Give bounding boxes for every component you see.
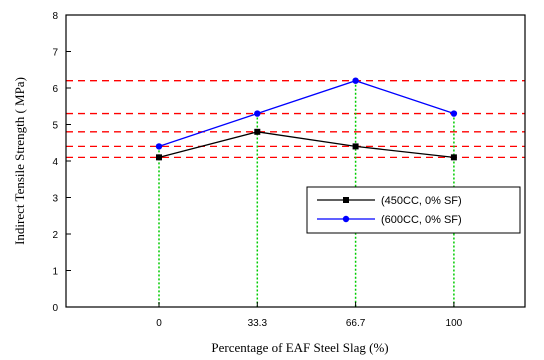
x-tick-label: 100	[446, 318, 463, 329]
x-axis: 0 33.3 66.7 100	[156, 302, 463, 329]
plot-frame	[65, 14, 526, 308]
data-point	[352, 143, 359, 150]
legend-label: (450CC, 0% SF)	[381, 195, 462, 207]
data-point	[254, 128, 261, 135]
x-tick-label: 66.7	[346, 318, 366, 329]
series-line-2	[158, 80, 455, 148]
legend-label: (600CC, 0% SF)	[381, 214, 462, 226]
y-tick-label: 0	[52, 303, 58, 314]
y-tick-label: 4	[52, 157, 58, 168]
y-tick-label: 6	[52, 84, 58, 95]
series-layer	[155, 77, 458, 161]
x-tick-label: 33.3	[248, 318, 268, 329]
legend-marker	[343, 197, 349, 203]
y-tick-label: 8	[52, 11, 58, 22]
series-line-1	[158, 131, 454, 158]
data-point	[450, 110, 458, 117]
data-point	[450, 154, 457, 161]
legend: (450CC, 0% SF) (600CC, 0% SF)	[306, 186, 521, 234]
data-point	[254, 110, 261, 117]
data-point	[156, 154, 162, 161]
y-axis-title: Indirect Tensile Strength ( MPa)	[12, 77, 27, 245]
y-tick-label: 1	[52, 267, 58, 278]
x-tick-label: 0	[156, 318, 162, 329]
data-point	[155, 143, 163, 150]
y-tick-label: 7	[52, 48, 58, 59]
y-axis: 0 1 2 3 4 5 6 7 8	[52, 11, 71, 314]
reference-lines	[66, 80, 525, 159]
legend-box	[306, 186, 521, 234]
y-tick-label: 5	[52, 121, 58, 132]
y-tick-label: 2	[52, 230, 58, 241]
legend-marker	[342, 215, 350, 223]
y-tick-label: 3	[52, 194, 58, 205]
data-point	[352, 77, 359, 84]
x-axis-title: Percentage of EAF Steel Slag (%)	[211, 340, 388, 355]
